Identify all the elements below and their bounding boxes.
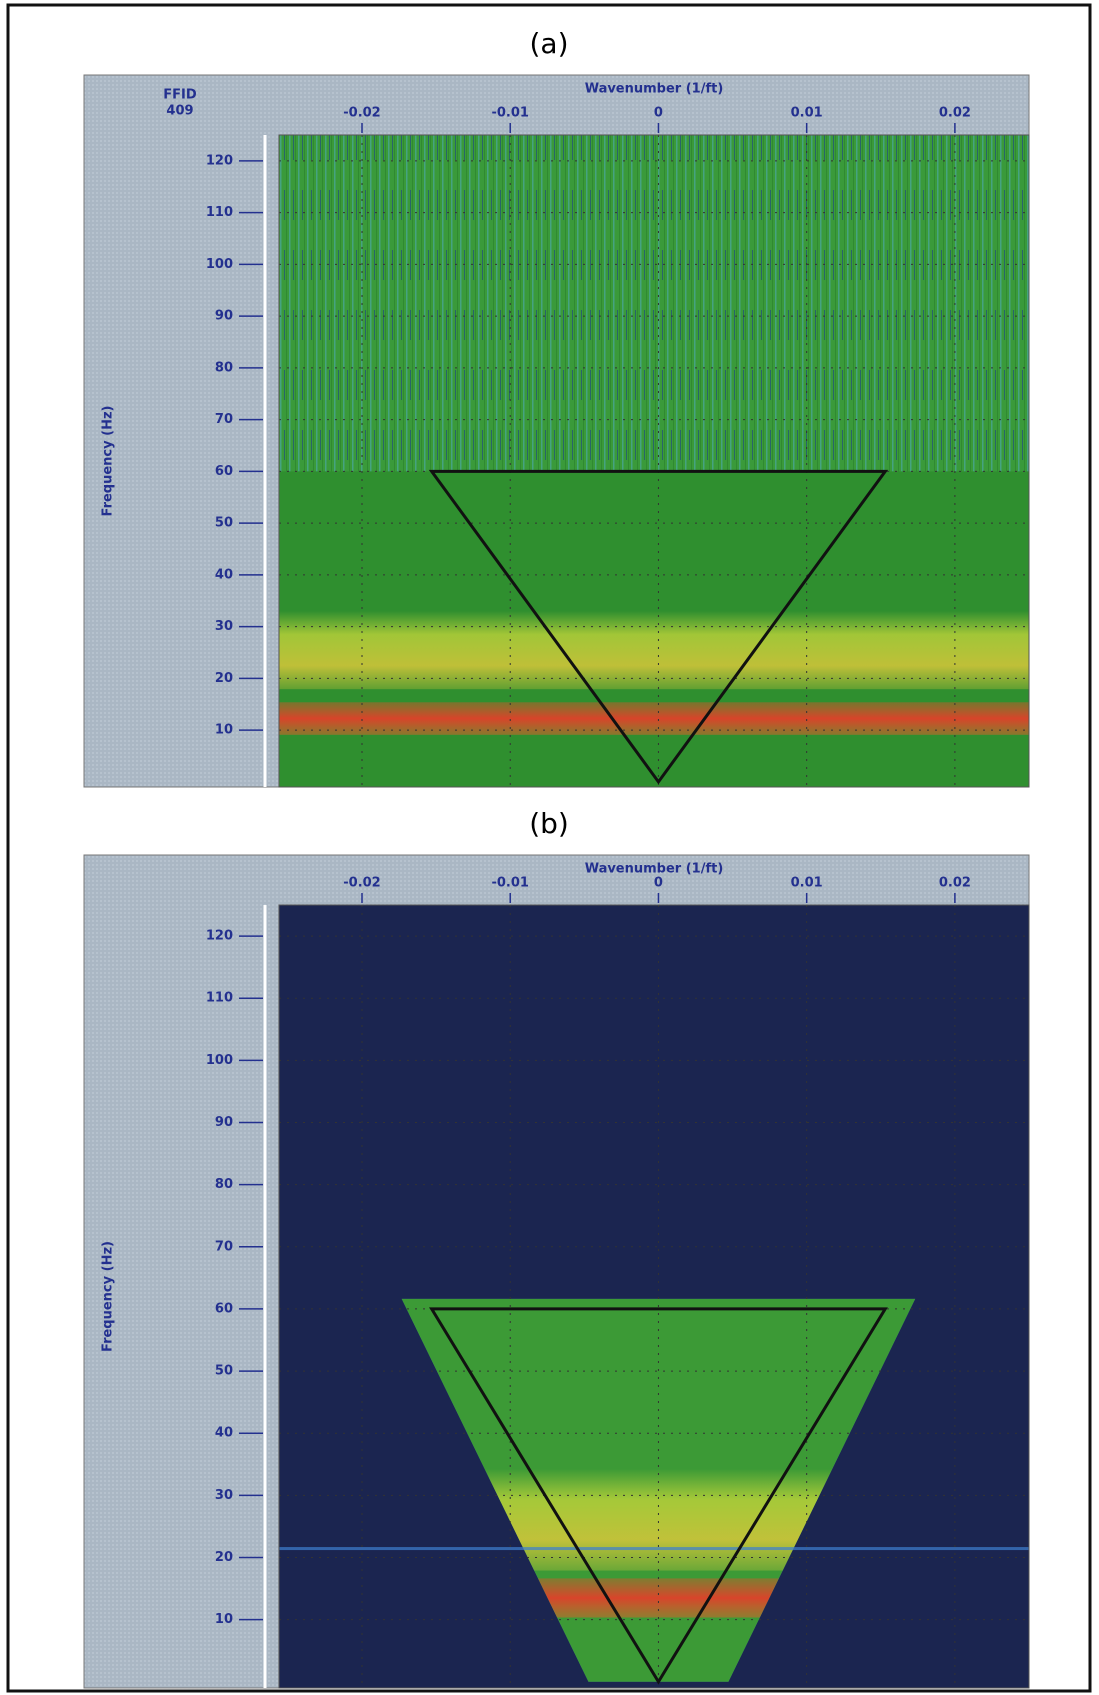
y-tick-label: 90 — [215, 1115, 233, 1130]
y-tick-label: 110 — [206, 991, 233, 1006]
y-tick-label: 80 — [215, 1177, 233, 1192]
figure-frame — [6, 3, 1092, 1693]
y-tick-label: 100 — [206, 257, 233, 272]
y-tick-label: 20 — [215, 1550, 233, 1565]
y-tick-label: 100 — [206, 1053, 233, 1068]
x-tick-label: 0 — [654, 106, 663, 121]
x-tick-label: 0.02 — [939, 876, 971, 891]
y-tick-label: 30 — [215, 619, 233, 634]
x-tick-label: 0.02 — [939, 106, 971, 121]
y-tick-label: 50 — [215, 516, 233, 531]
y-tick-label: 30 — [215, 1488, 233, 1503]
panel-title: (b) — [529, 807, 569, 840]
y-tick-label: 90 — [215, 309, 233, 324]
y-tick-label: 120 — [206, 929, 233, 944]
energy-band — [279, 610, 1029, 690]
plot-frame — [278, 134, 1030, 788]
x-tick-label: -0.02 — [343, 876, 380, 891]
x-tick-label: 0 — [654, 876, 663, 891]
x-axis-label: Wavenumber (1/ft) — [585, 82, 724, 97]
y-tick-label: 40 — [215, 1426, 233, 1441]
y-tick-label: 20 — [215, 671, 233, 686]
filter-polygon — [429, 1307, 888, 1685]
panel-title: (a) — [529, 27, 568, 60]
energy-band — [279, 702, 1029, 735]
y-tick-label: 40 — [215, 567, 233, 582]
spectrum — [279, 905, 1029, 1688]
x-axis-label: Wavenumber (1/ft) — [585, 862, 724, 877]
x-tick-label: -0.02 — [343, 106, 380, 121]
noise-region — [279, 135, 1029, 472]
y-tick-label: 70 — [215, 412, 233, 427]
header-value: 409 — [166, 104, 193, 119]
y-tick-label: 110 — [206, 205, 233, 220]
y-tick-label: 60 — [215, 1301, 233, 1316]
x-tick-label: -0.01 — [491, 106, 528, 121]
header-label: FFID — [163, 88, 197, 103]
spectrum — [279, 135, 1029, 787]
y-tick-label: 10 — [215, 1612, 233, 1627]
x-tick-label: 0.01 — [791, 876, 823, 891]
y-tick-label: 50 — [215, 1364, 233, 1379]
x-tick-label: -0.01 — [491, 876, 528, 891]
y-axis-label: Frequency (Hz) — [101, 1241, 116, 1352]
plot-frame — [278, 904, 1030, 1689]
y-tick-label: 10 — [215, 723, 233, 738]
leak-line — [279, 1547, 1029, 1551]
filter-polygon — [428, 469, 889, 785]
y-axis-label: Frequency (Hz) — [101, 406, 116, 517]
x-tick-label: 0.01 — [791, 106, 823, 121]
y-tick-label: 70 — [215, 1239, 233, 1254]
y-tick-label: 80 — [215, 360, 233, 375]
y-tick-label: 60 — [215, 464, 233, 479]
y-tick-label: 120 — [206, 153, 233, 168]
